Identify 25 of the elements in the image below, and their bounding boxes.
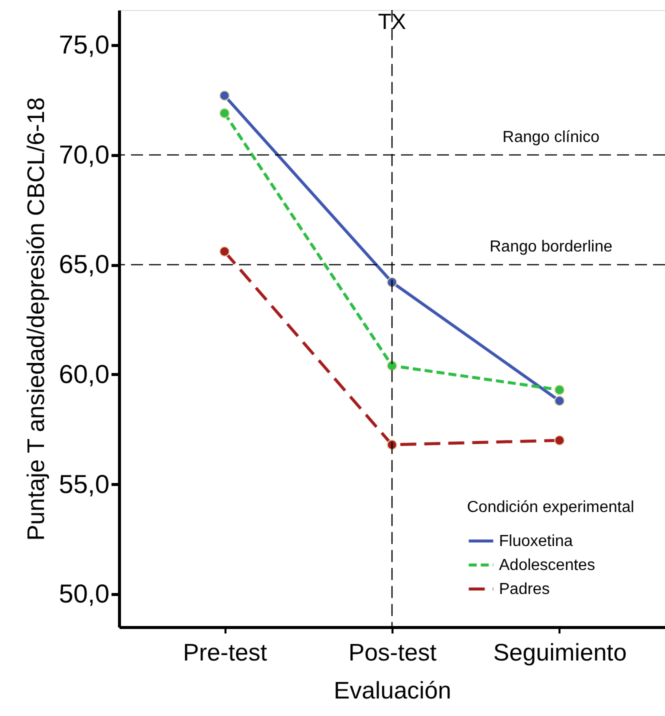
- legend-label: Fluoxetina: [499, 533, 573, 550]
- x-tick-label: Pos-test: [348, 640, 437, 666]
- y-tick-label: 50,0: [58, 578, 110, 609]
- x-tick-label: Pre-test: [183, 640, 268, 666]
- legend-title: Condición experimental: [467, 499, 634, 516]
- y-tick-label: 70,0: [58, 139, 110, 170]
- point: [554, 384, 565, 396]
- ref-line-label: Rango borderline: [490, 238, 612, 256]
- point: [386, 360, 398, 371]
- x-tick-label: Seguimiento: [493, 640, 627, 666]
- y-axis-title: Puntaje T ansiedad/depresión CBCL/6-18: [22, 97, 50, 541]
- legend-label: Padres: [499, 581, 550, 598]
- legend-label: Adolescentes: [499, 557, 596, 574]
- y-tick-label: 60,0: [58, 358, 110, 389]
- point: [554, 396, 565, 406]
- y-tick-label: 75,0: [58, 30, 110, 60]
- point: [554, 435, 565, 446]
- y-tick-label: 55,0: [58, 468, 110, 499]
- x-axis-title: Evaluación: [334, 678, 452, 704]
- y-tick-label: 65,0: [58, 249, 110, 280]
- point: [219, 90, 230, 101]
- ref-line-label: TX: [378, 9, 406, 34]
- point: [219, 108, 230, 118]
- ref-line-label: Rango clínico: [502, 128, 600, 146]
- point: [219, 246, 230, 257]
